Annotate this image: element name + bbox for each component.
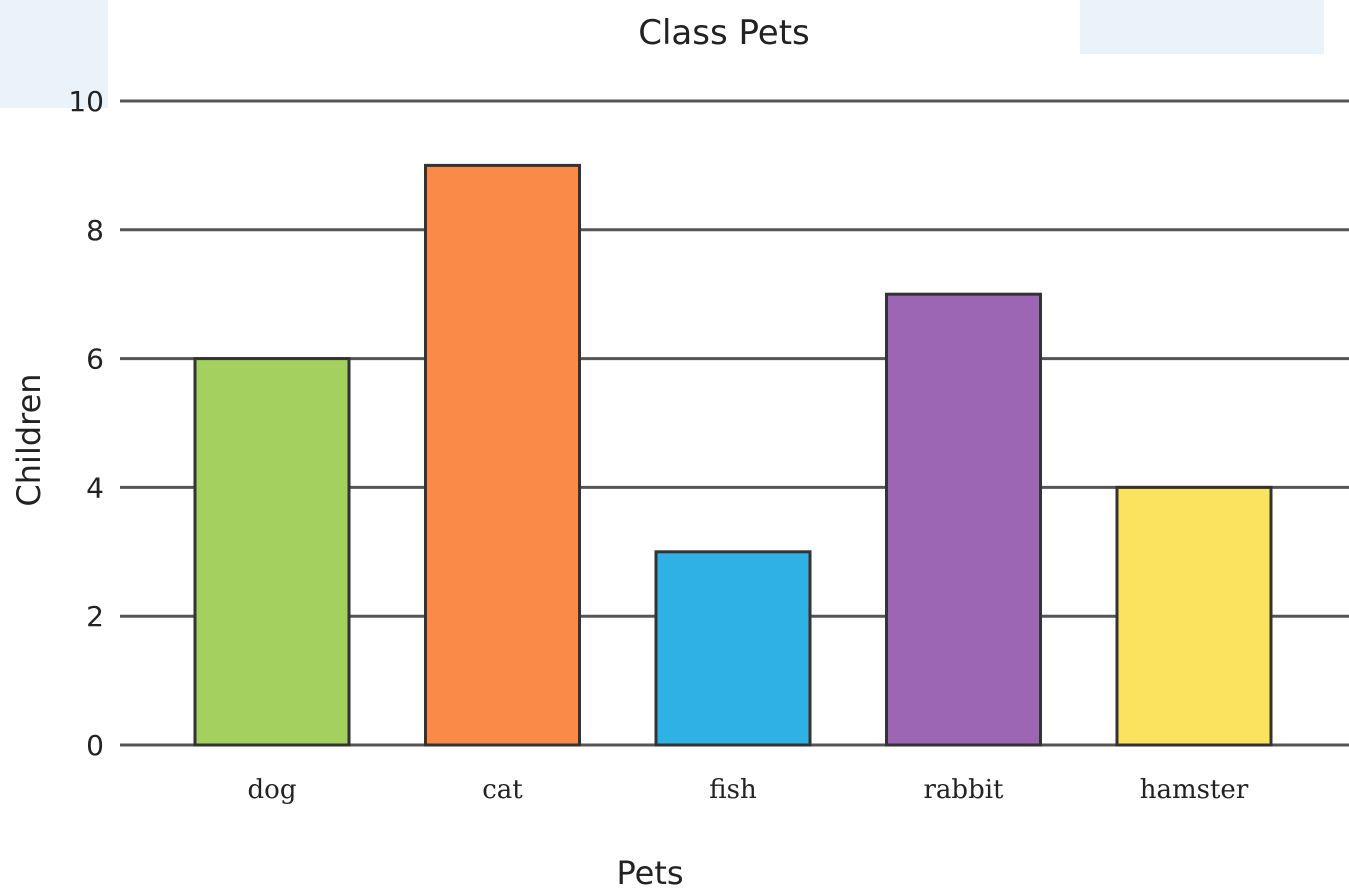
chart-title: Class Pets	[638, 13, 810, 53]
y-tick-label: 4	[86, 471, 104, 504]
x-tick-label-dog: dog	[248, 775, 297, 805]
y-axis-label: Children	[10, 373, 48, 506]
y-tick-label: 10	[68, 85, 104, 118]
x-axis-label: Pets	[616, 854, 683, 892]
y-tick-label: 8	[86, 214, 104, 247]
y-tick-label: 2	[86, 600, 104, 633]
bars	[193, 163, 1273, 747]
bar-rabbit	[885, 292, 1042, 747]
x-tick-label-rabbit: rabbit	[924, 775, 1005, 805]
decorative-corner-left	[0, 0, 108, 108]
x-tick-label-cat: cat	[482, 775, 523, 805]
y-tick-labels: 0 2 4 6 8 10	[68, 85, 104, 762]
bar-dog	[193, 357, 351, 747]
x-category-labels: dog cat fish rabbit hamster	[248, 775, 1249, 805]
y-tick-label: 0	[86, 729, 104, 762]
x-tick-label-hamster: hamster	[1140, 775, 1249, 805]
x-tick-label-fish: fish	[709, 775, 757, 805]
bar-cat	[424, 163, 581, 747]
y-tick-label: 6	[86, 343, 104, 376]
bar-hamster	[1115, 485, 1273, 747]
decorative-corner-right	[1080, 0, 1324, 54]
bar-fish	[654, 550, 812, 747]
